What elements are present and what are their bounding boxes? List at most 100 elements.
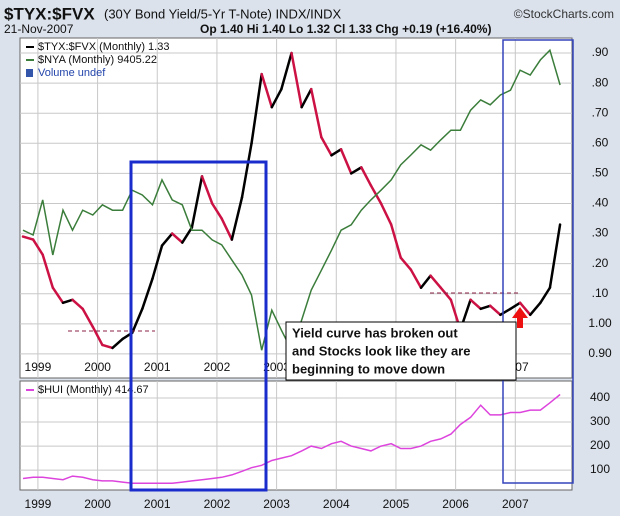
- x-tick-label: 1999: [25, 497, 52, 511]
- x-tick-label: 2001: [144, 360, 171, 374]
- annotation: and Stocks look like they are: [292, 343, 470, 358]
- line-segment: [260, 72, 274, 109]
- source: ©StockCharts.com: [514, 7, 614, 21]
- line-segment: [181, 226, 194, 244]
- line-segment: [488, 304, 502, 317]
- line-segment: [130, 307, 144, 335]
- annotation-box: [285, 321, 517, 381]
- x-tick-label: 2000: [84, 497, 111, 511]
- legend-label: $TYX:$FVX (Monthly) 1.33: [38, 41, 169, 53]
- x-tick-label: 2006: [442, 497, 469, 511]
- y-tick-label: .40: [592, 196, 609, 210]
- line-segment: [429, 274, 442, 289]
- x-tick-label: 2003: [263, 497, 290, 511]
- x-tick-label: 2007: [502, 497, 529, 511]
- chart-title: $TYX:$FVX: [4, 4, 95, 23]
- line-segment: [111, 337, 124, 350]
- line-segment: [280, 51, 293, 91]
- line-segment: [270, 87, 283, 109]
- line-segment: [518, 301, 532, 317]
- line-segment: [499, 307, 512, 317]
- line-segment: [330, 148, 343, 157]
- y-tick-label: 0.90: [588, 346, 612, 360]
- line-segment: [548, 223, 562, 289]
- legend-label: $HUI (Monthly) 414.67: [38, 384, 149, 396]
- line-segment: [349, 166, 363, 175]
- line-segment: [21, 235, 35, 241]
- x-tick-label: 2004: [323, 497, 350, 511]
- y-tick-label: .10: [592, 286, 609, 300]
- x-tick-label: 2001: [144, 497, 171, 511]
- line-segment: [469, 298, 482, 311]
- x-tick-label: 2003: [263, 360, 290, 374]
- legend-label: Volume undef: [38, 67, 106, 79]
- line-segment: [360, 166, 373, 187]
- x-tick-label: 1999: [25, 360, 52, 374]
- y-tick-label: 1.00: [588, 316, 612, 330]
- line-segment: [379, 202, 393, 226]
- line-segment: [300, 87, 313, 109]
- line-segment: [160, 232, 174, 247]
- x-tick-label: 2005: [383, 497, 410, 511]
- x-tick-label: 2002: [204, 360, 231, 374]
- line-segment: [41, 253, 55, 289]
- line-segment: [539, 286, 552, 305]
- legend-swatch: [26, 69, 33, 77]
- y-tick-label: .90: [592, 45, 609, 59]
- highlight-box: [129, 160, 268, 492]
- annotation: Yield curve has broken out: [292, 325, 458, 340]
- line-segment: [151, 244, 164, 280]
- line-segment: [31, 238, 44, 256]
- y-tick-label: .20: [592, 256, 609, 270]
- lower-panel: [19, 380, 573, 491]
- plot: 1999 2000 2001 2002 2003 2004 2005 2006 2007 .90.…: [20, 38, 612, 511]
- y-tick-label: .60: [592, 135, 609, 149]
- line-segment: [320, 136, 333, 157]
- line-segment: [101, 343, 114, 350]
- line-segment: [309, 87, 323, 139]
- y-tick-label: .30: [592, 226, 609, 240]
- x-tick-label: 2000: [84, 360, 111, 374]
- series-line: [22, 393, 561, 485]
- line-segment: [210, 202, 223, 220]
- annotation: beginning to move down: [292, 361, 445, 376]
- y-tick-label: 100: [590, 462, 610, 476]
- y-tick-label: 200: [590, 438, 610, 452]
- line-segment: [419, 274, 432, 289]
- y-tick-label: .50: [592, 166, 609, 180]
- highlight-box: [502, 39, 574, 484]
- y-tick-label: 300: [590, 414, 610, 428]
- y-tick-label: 400: [590, 390, 610, 404]
- line-segment: [409, 268, 423, 289]
- line-segment: [190, 175, 204, 229]
- x-tick-label: 2002: [204, 497, 231, 511]
- line-segment: [200, 175, 214, 205]
- line-segment: [71, 298, 84, 311]
- line-segment: [250, 72, 263, 145]
- date: 21-Nov-2007: [4, 22, 74, 36]
- chart-subtitle: (30Y Bond Yield/5-Yr T-Note) INDX/INDX: [104, 6, 342, 21]
- line-segment: [51, 286, 65, 305]
- line-segment: [61, 298, 74, 305]
- line-segment: [170, 232, 184, 244]
- line-segment: [339, 148, 353, 175]
- main-panel: [19, 37, 573, 379]
- line-segment: [528, 301, 542, 317]
- arrow: [512, 307, 528, 328]
- line-segment: [91, 325, 104, 347]
- quote: Op 1.40 Hi 1.40 Lo 1.32 Cl 1.33 Chg +0.1…: [200, 22, 491, 36]
- line-segment: [230, 196, 244, 241]
- line-segment: [240, 142, 253, 199]
- line-segment: [439, 286, 453, 302]
- line-segment: [479, 304, 492, 311]
- line-segment: [389, 223, 402, 259]
- line-segment: [141, 277, 154, 311]
- line-segment: [290, 51, 303, 109]
- line-segment: [399, 256, 413, 271]
- y-tick-label: .80: [592, 75, 609, 89]
- legend-label: $NYA (Monthly) 9405.22: [38, 54, 157, 66]
- y-tick-label: .70: [592, 105, 609, 119]
- line-segment: [509, 301, 522, 311]
